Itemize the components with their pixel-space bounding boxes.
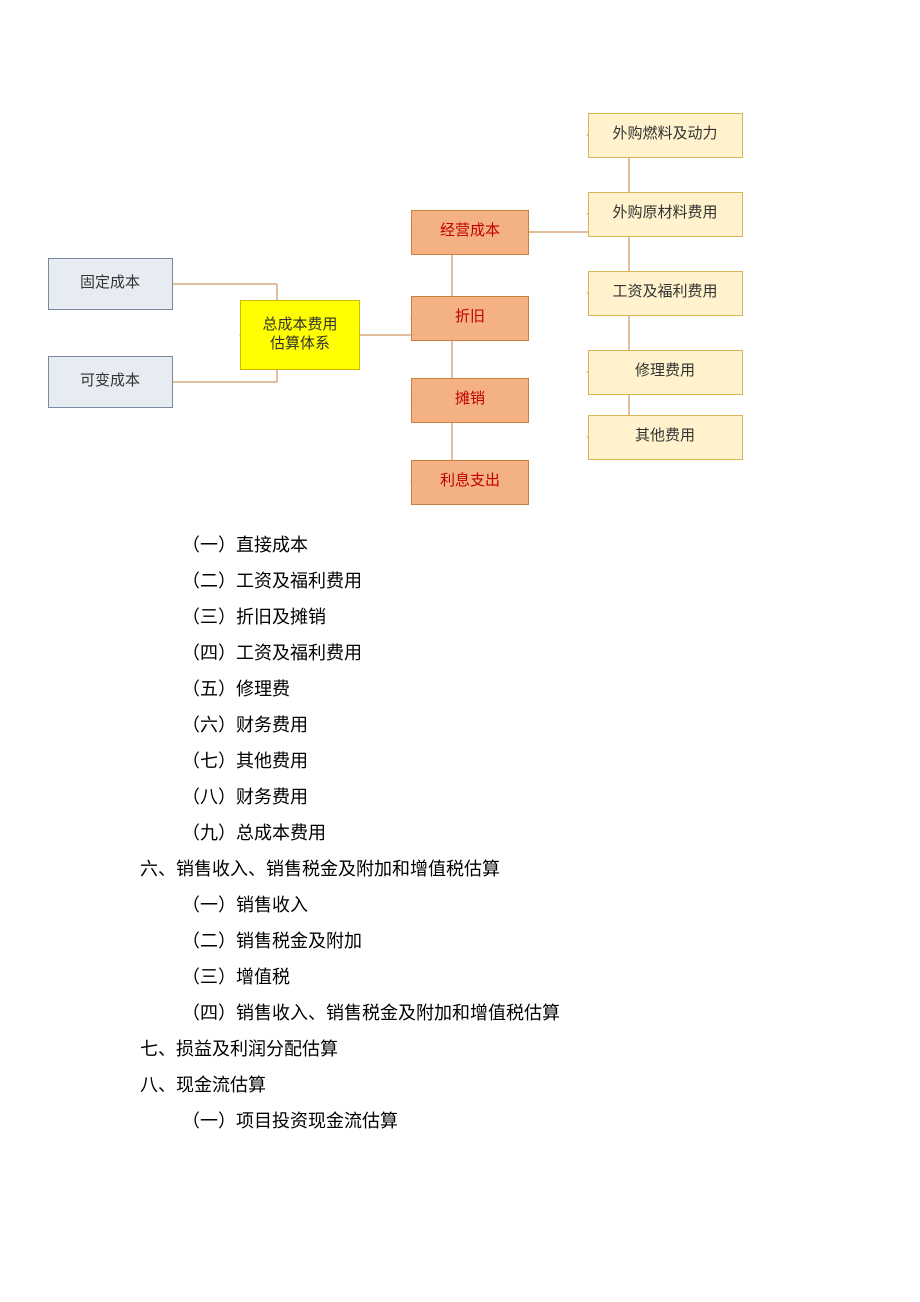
node-dep: 折旧 bbox=[411, 296, 529, 341]
node-center: 总成本费用估算体系 bbox=[240, 300, 360, 370]
node-y3: 工资及福利费用 bbox=[588, 271, 743, 316]
node-y1: 外购燃料及动力 bbox=[588, 113, 743, 158]
outline-item: （一）直接成本 bbox=[140, 527, 920, 563]
outline-item: （一）销售收入 bbox=[140, 887, 920, 923]
outline-heading: 七、损益及利润分配估算 bbox=[140, 1031, 920, 1067]
outline-item: （一）项目投资现金流估算 bbox=[140, 1103, 920, 1139]
outline-item: （三）折旧及摊销 bbox=[140, 599, 920, 635]
outline-item: （二）工资及福利费用 bbox=[140, 563, 920, 599]
cost-system-diagram: 固定成本可变成本 总成本费用估算体系 经营成本折旧摊销利息支出 外购燃料及动力外购原材… bbox=[0, 0, 920, 507]
outline-text: （一）直接成本（二）工资及福利费用（三）折旧及摊销（四）工资及福利费用（五）修理… bbox=[0, 507, 920, 1179]
node-y2: 外购原材料费用 bbox=[588, 192, 743, 237]
outline-item: （六）财务费用 bbox=[140, 707, 920, 743]
outline-item: （七）其他费用 bbox=[140, 743, 920, 779]
node-y5: 其他费用 bbox=[588, 415, 743, 460]
outline-item: （五）修理费 bbox=[140, 671, 920, 707]
outline-item: （二）销售税金及附加 bbox=[140, 923, 920, 959]
outline-item: （四）工资及福利费用 bbox=[140, 635, 920, 671]
outline-item: （四）销售收入、销售税金及附加和增值税估算 bbox=[140, 995, 920, 1031]
page: 固定成本可变成本 总成本费用估算体系 经营成本折旧摊销利息支出 外购燃料及动力外购原材… bbox=[0, 0, 920, 1179]
outline-heading: 六、销售收入、销售税金及附加和增值税估算 bbox=[140, 851, 920, 887]
node-interest: 利息支出 bbox=[411, 460, 529, 505]
outline-item: （三）增值税 bbox=[140, 959, 920, 995]
node-op: 经营成本 bbox=[411, 210, 529, 255]
outline-item: （八）财务费用 bbox=[140, 779, 920, 815]
node-fixed: 固定成本 bbox=[48, 258, 173, 310]
outline-item: （九）总成本费用 bbox=[140, 815, 920, 851]
node-y4: 修理费用 bbox=[588, 350, 743, 395]
node-amort: 摊销 bbox=[411, 378, 529, 423]
node-variable: 可变成本 bbox=[48, 356, 173, 408]
outline-heading: 八、现金流估算 bbox=[140, 1067, 920, 1103]
